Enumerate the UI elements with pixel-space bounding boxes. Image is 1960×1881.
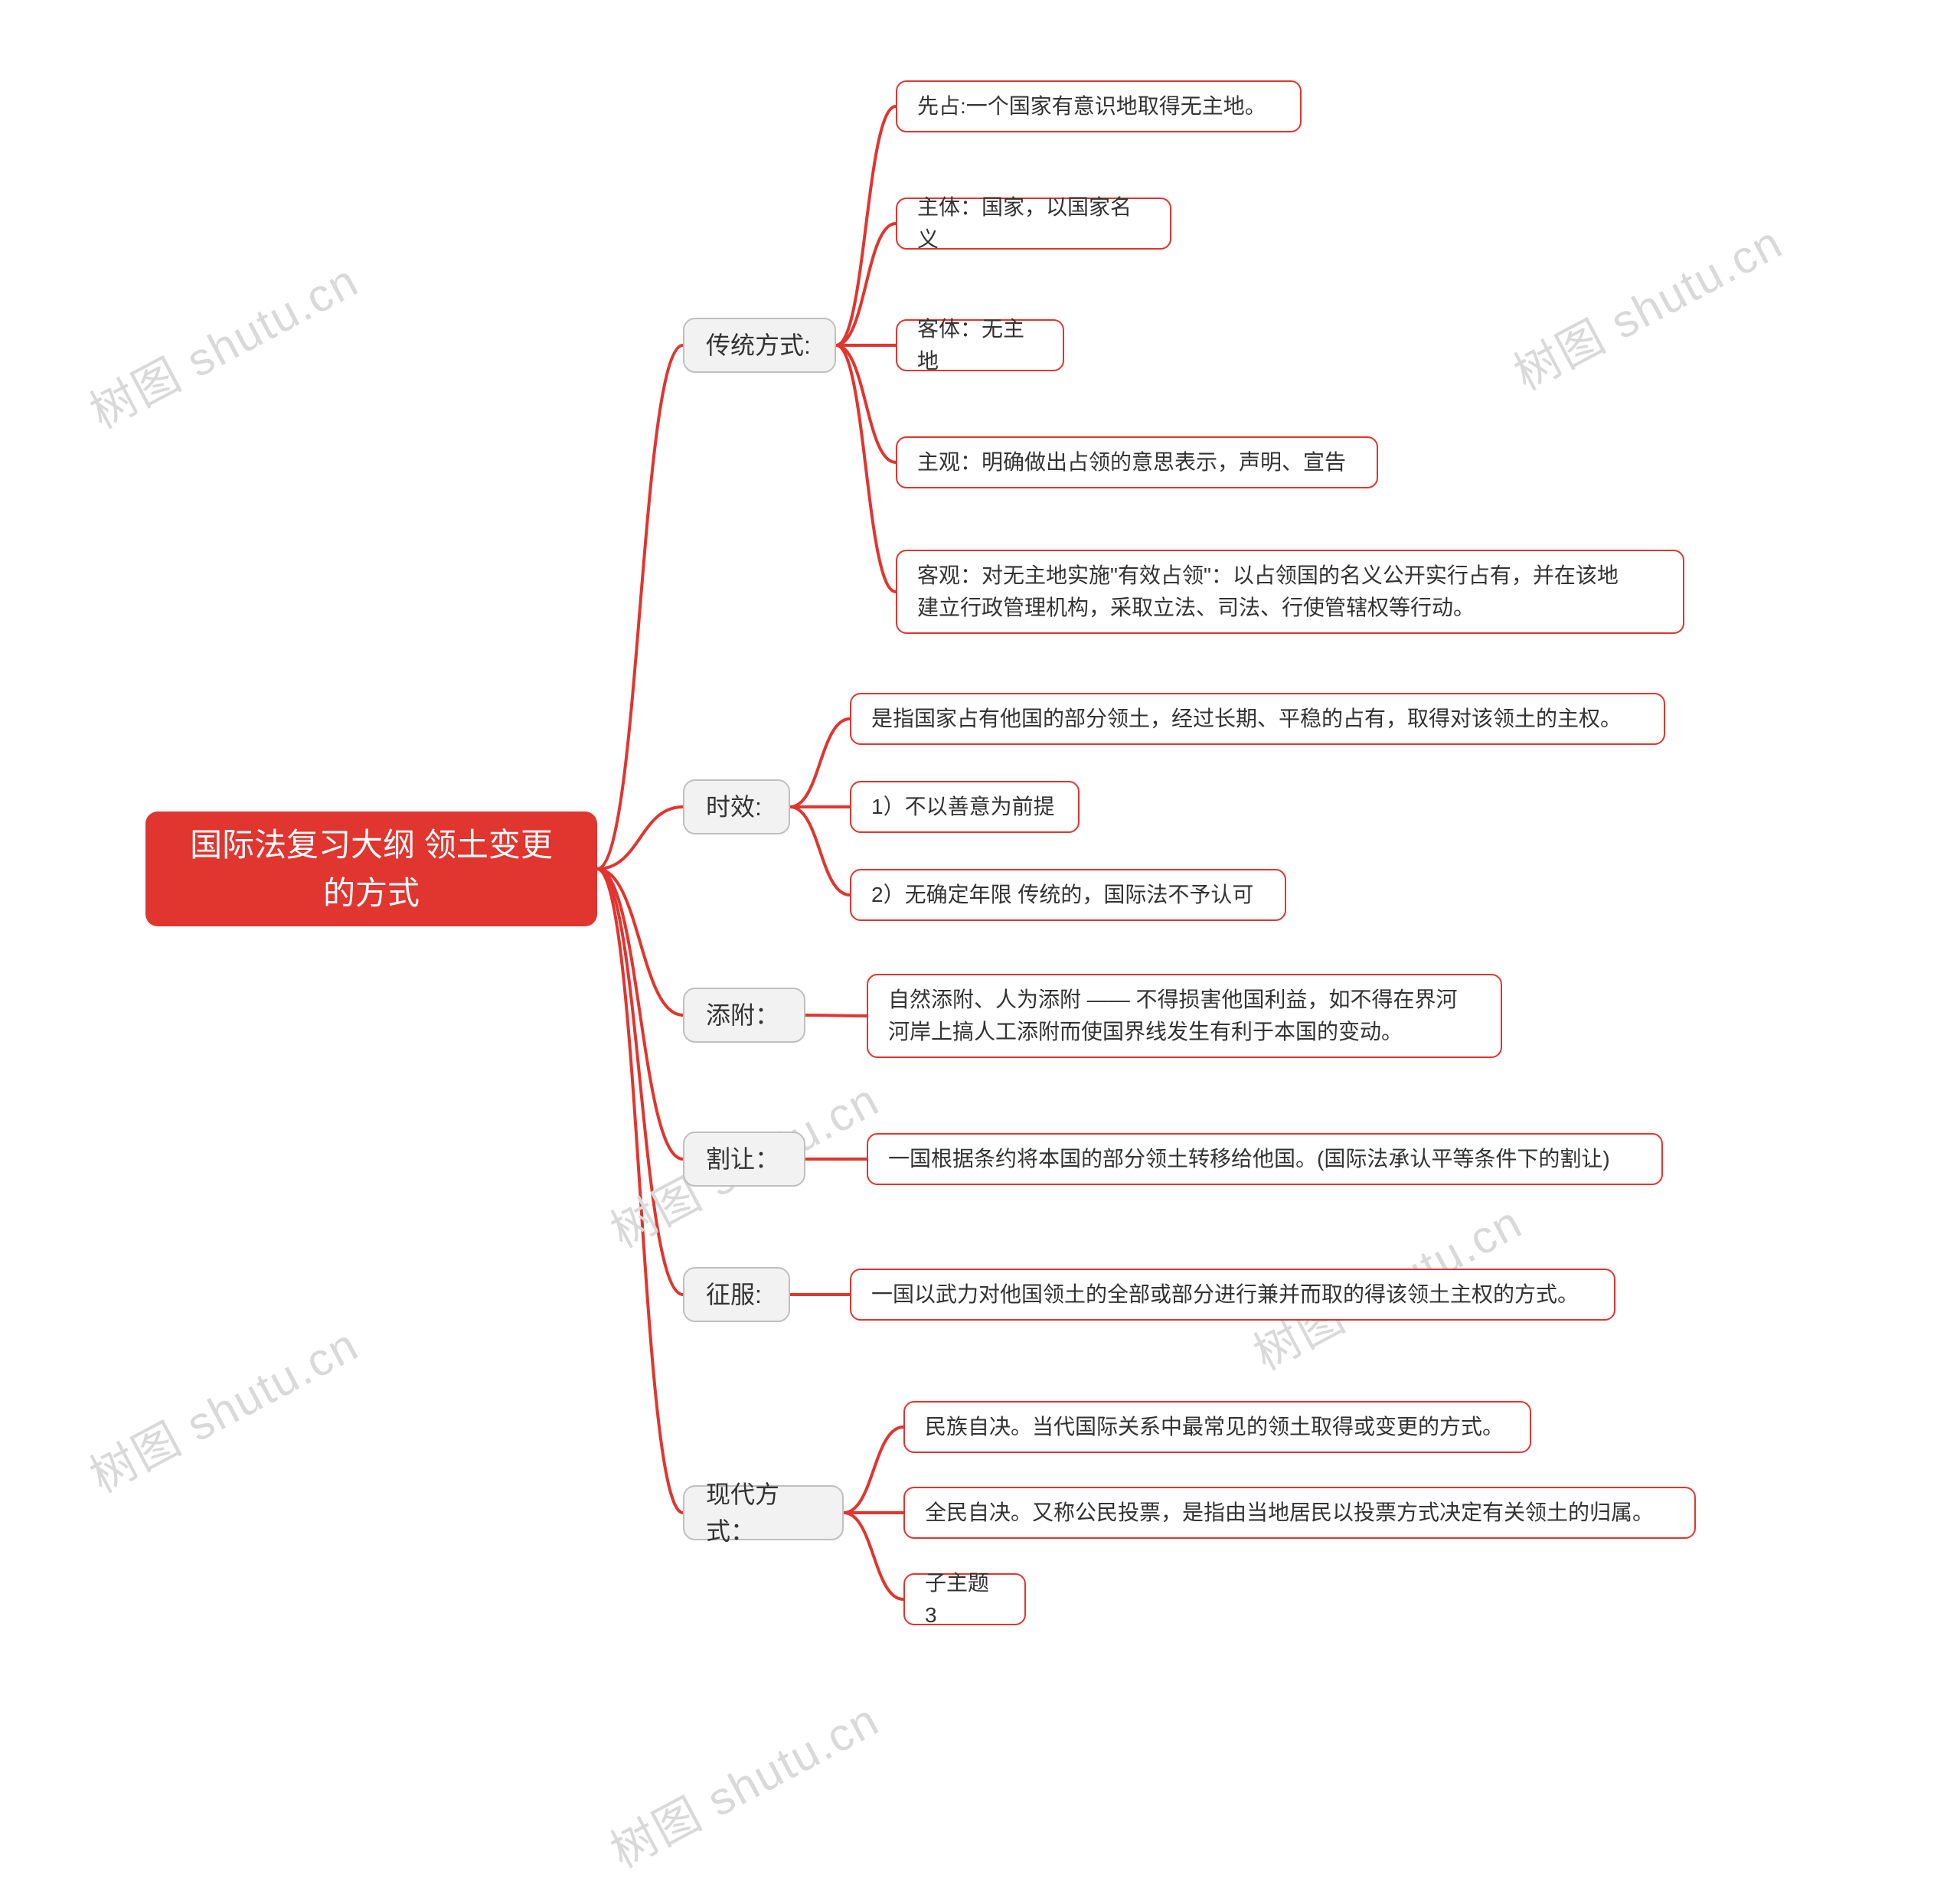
watermark: 树图 shutu.cn: [77, 244, 368, 442]
leaf-node[interactable]: 1）不以善意为前提: [850, 781, 1080, 833]
branch-node[interactable]: 传统方式:: [683, 318, 836, 373]
leaf-node[interactable]: 自然添附、人为添附 —— 不得损害他国利益，如不得在界河河岸上搞人工添附而使国界…: [867, 974, 1502, 1058]
leaf-node[interactable]: 客体：无主地: [896, 319, 1064, 371]
leaf-node[interactable]: 先占:一个国家有意识地取得无主地。: [896, 80, 1302, 132]
leaf-node[interactable]: 一国以武力对他国领土的全部或部分进行兼并而取的得该领土主权的方式。: [850, 1269, 1615, 1321]
leaf-node[interactable]: 主观：明确做出占领的意思表示，声明、宣告: [896, 436, 1378, 488]
watermark: 树图 shutu.cn: [1501, 206, 1792, 403]
watermark: 树图 shutu.cn: [597, 1683, 889, 1881]
branch-node[interactable]: 征服:: [683, 1267, 790, 1322]
leaf-node[interactable]: 客观：对无主地实施"有效占领"：以占领国的名义公开实行占有，并在该地建立行政管理…: [896, 550, 1684, 634]
leaf-node[interactable]: 全民自决。又称公民投票，是指由当地居民以投票方式决定有关领土的归属。: [903, 1487, 1696, 1539]
leaf-node[interactable]: 2）无确定年限 传统的，国际法不予认可: [850, 869, 1286, 921]
leaf-node[interactable]: 民族自决。当代国际关系中最常见的领土取得或变更的方式。: [903, 1401, 1531, 1453]
watermark: 树图 shutu.cn: [77, 1308, 368, 1506]
leaf-node[interactable]: 主体：国家，以国家名义: [896, 198, 1171, 250]
branch-node[interactable]: 时效:: [683, 779, 790, 834]
branch-node[interactable]: 割让：: [683, 1132, 805, 1187]
root-node[interactable]: 国际法复习大纲 领土变更的方式: [145, 812, 597, 926]
mindmap-canvas: 树图 shutu.cn树图 shutu.cn树图 shutu.cn树图 shut…: [0, 0, 1960, 1832]
branch-node[interactable]: 添附：: [683, 988, 805, 1043]
leaf-node[interactable]: 是指国家占有他国的部分领土，经过长期、平稳的占有，取得对该领土的主权。: [850, 693, 1665, 745]
branch-node[interactable]: 现代方式：: [683, 1485, 844, 1540]
leaf-node[interactable]: 一国根据条约将本国的部分领土转移给他国。(国际法承认平等条件下的割让): [867, 1133, 1663, 1185]
leaf-node[interactable]: 子主题 3: [903, 1573, 1026, 1625]
